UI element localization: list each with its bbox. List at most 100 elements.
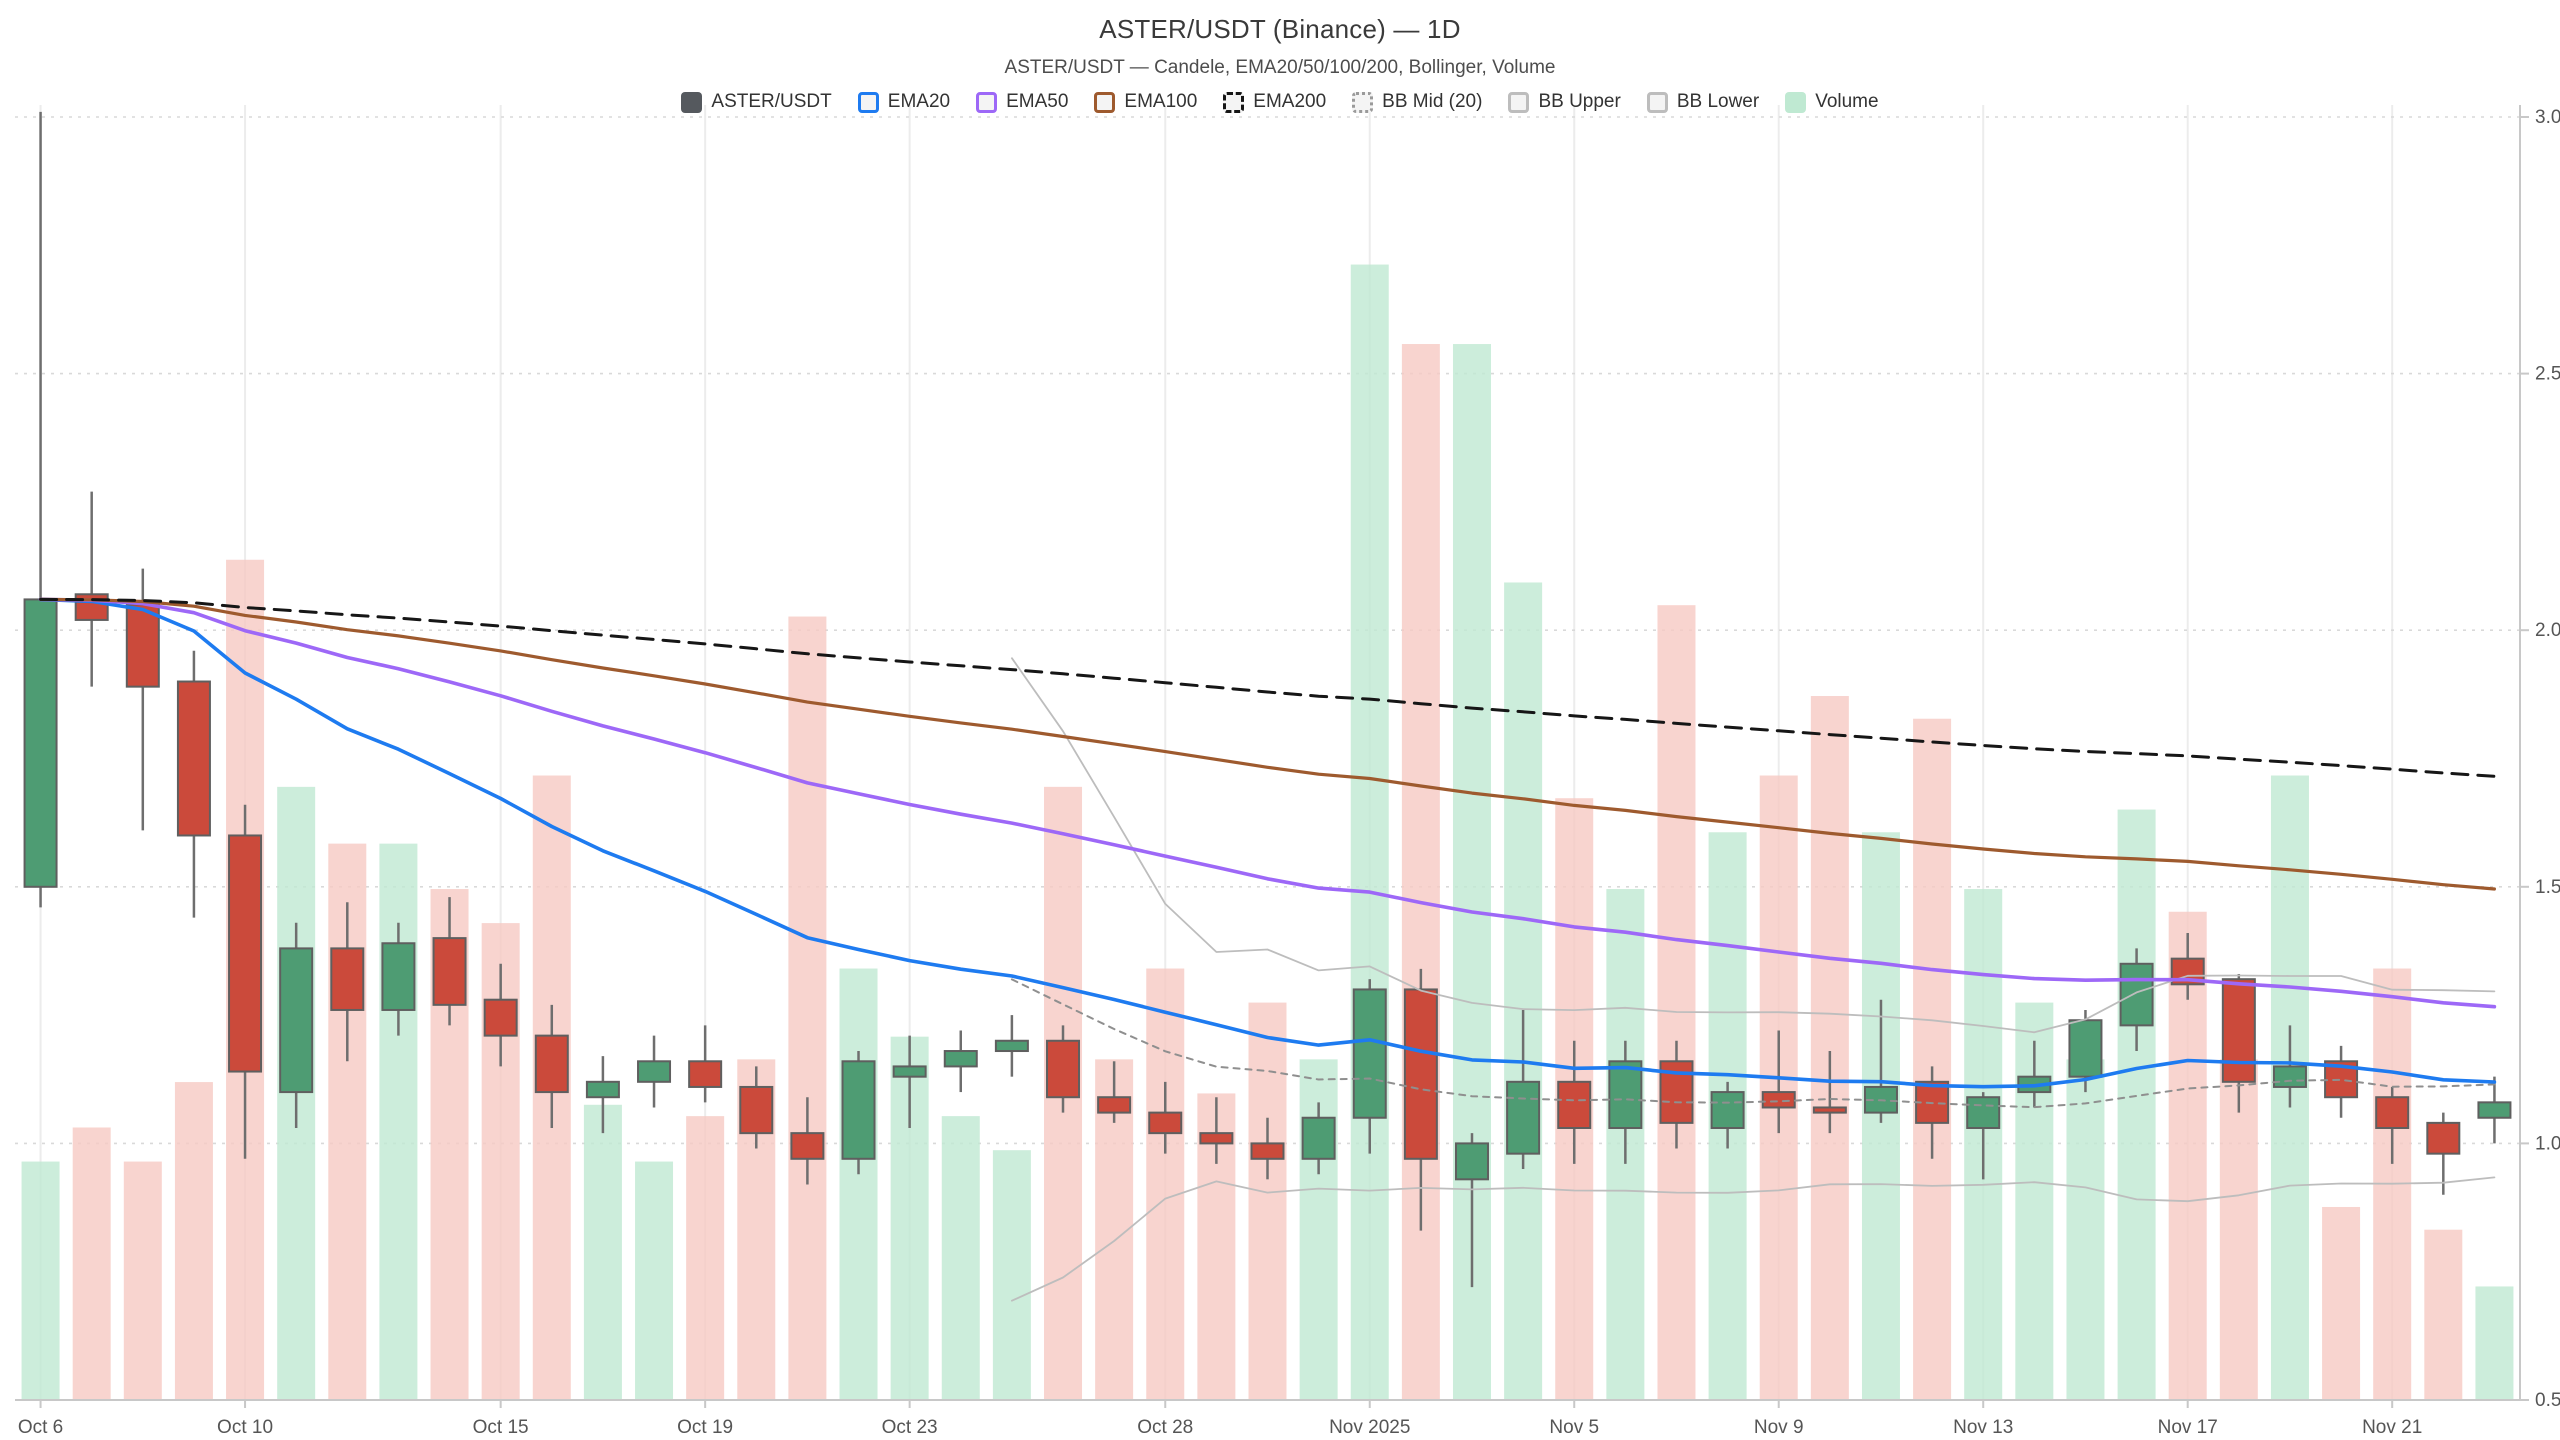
candle-up: [381, 942, 416, 1011]
volume-bar: [1810, 696, 1849, 1400]
time-axis: Oct 6 Oct 10 Oct 15 Oct 19 Oct 23 Oct 28 Nov 2…: [18, 1400, 2422, 1438]
volume-bar: [1401, 344, 1440, 1400]
candle-down: [1199, 1132, 1234, 1145]
legend-swatch-bb-upper: [1508, 91, 1530, 113]
candle-up: [1966, 1096, 2001, 1130]
ema20-line: [38, 597, 2497, 1089]
candle-up: [279, 947, 314, 1094]
legend-label-ema200: EMA200: [1253, 91, 1327, 112]
volume-bar: [1504, 582, 1543, 1400]
legend-item-ema200[interactable]: EMA200: [1223, 91, 1326, 113]
volume-bar: [1146, 968, 1185, 1400]
axes-layer: [15, 105, 2521, 1401]
candle-up: [1506, 1080, 1541, 1155]
volume-bar: [2117, 809, 2156, 1400]
candle-up: [637, 1060, 672, 1083]
legend-item-bb-mid[interactable]: BB Mid (20): [1352, 91, 1482, 113]
volume-bar: [123, 1161, 162, 1400]
candle-down: [534, 1034, 569, 1094]
volume-bar: [2219, 1059, 2258, 1400]
volume-bar: [686, 1116, 725, 1400]
time-axis-label: Oct 28: [1137, 1417, 1193, 1438]
legend-swatch-bb-lower: [1646, 91, 1668, 113]
volume-bar: [1248, 1002, 1287, 1400]
candle-up: [841, 1060, 876, 1160]
candle-down: [176, 680, 211, 837]
volume-bar: [1657, 605, 1696, 1400]
candle-up: [994, 1039, 1029, 1053]
candle-up: [585, 1080, 620, 1099]
legend-label-ema100: EMA100: [1124, 91, 1198, 112]
candle-up: [892, 1065, 927, 1078]
candle-up: [2272, 1065, 2307, 1088]
candle-down: [2375, 1096, 2410, 1130]
chart-legend: ASTER/USDT EMA20 EMA50 EMA100 EMA200 BB Mid (…: [0, 91, 2560, 113]
volume-bar: [635, 1161, 674, 1400]
ema50-line: [38, 597, 2497, 1009]
time-axis-label: Oct 23: [882, 1417, 938, 1438]
candle-down: [125, 603, 160, 688]
bb-upper-line: [1011, 657, 2496, 1034]
time-axis-label: Nov 9: [1754, 1417, 1804, 1438]
candle-down: [2426, 1121, 2461, 1155]
indicator-lines-layer: [38, 597, 2497, 1302]
candle-up: [1608, 1060, 1643, 1130]
candle-down: [1557, 1080, 1592, 1130]
legend-item-volume[interactable]: Volume: [1785, 91, 1879, 113]
volume-bar: [941, 1116, 980, 1400]
candle-up: [23, 598, 58, 888]
volume-bar: [72, 1127, 111, 1400]
volume-bar: [992, 1150, 1031, 1400]
legend-item-bb-upper[interactable]: BB Upper: [1508, 91, 1621, 113]
candle-up: [943, 1050, 978, 1068]
bb-mid-line: [1010, 978, 2496, 1109]
candle-up: [2477, 1101, 2512, 1119]
time-axis-label: Nov 2025: [1329, 1417, 1410, 1438]
volume-bar: [174, 1082, 213, 1400]
candle-down: [228, 834, 263, 1073]
legend-swatch-volume: [1785, 91, 1807, 113]
volume-bar: [21, 1161, 60, 1400]
volume-bar: [1350, 264, 1389, 1400]
price-axis-label: 3.0: [2535, 107, 2560, 128]
legend-swatch-ema200: [1223, 91, 1245, 113]
candle-down: [483, 998, 518, 1037]
price-axis-label: 1.5: [2535, 877, 2560, 898]
legend-item-ema50[interactable]: EMA50: [976, 91, 1068, 113]
candle-down: [1097, 1096, 1132, 1114]
candle-up: [1352, 988, 1387, 1119]
legend-swatch-aster-usdt: [681, 91, 703, 113]
legend-item-ema100[interactable]: EMA100: [1094, 91, 1197, 113]
legend-item-ema20[interactable]: EMA20: [857, 91, 951, 113]
legend-label-bb-upper: BB Upper: [1538, 91, 1621, 112]
chart-title: ASTER/USDT (Binance) — 1D: [1099, 14, 1461, 44]
legend-label-bb-lower: BB Lower: [1676, 91, 1760, 112]
legend-label-aster-usdt: ASTER/USDT: [711, 91, 832, 112]
volume-bar: [2066, 1059, 2105, 1400]
volume-layer: [21, 264, 2514, 1400]
candle-down: [432, 937, 467, 1006]
legend-label-bb-mid: BB Mid (20): [1382, 91, 1483, 112]
time-axis-label: Oct 19: [677, 1417, 733, 1438]
ema100-line: [38, 597, 2496, 891]
volume-bar: [1913, 718, 1952, 1400]
candle-down: [2221, 978, 2256, 1083]
price-axis-label: 2.5: [2535, 364, 2560, 385]
legend-label-volume: Volume: [1815, 91, 1879, 112]
legend-swatch-bb-mid: [1352, 91, 1374, 113]
legend-swatch-ema50: [976, 91, 998, 113]
candle-up: [1710, 1091, 1745, 1130]
price-axis-label: 2.0: [2535, 620, 2560, 641]
legend-item-aster-usdt[interactable]: ASTER/USDT: [681, 91, 832, 113]
legend-label-ema20: EMA20: [887, 91, 951, 112]
volume-bar: [788, 616, 827, 1400]
volume-bar: [2424, 1229, 2463, 1400]
candle-up: [2068, 1019, 2103, 1078]
time-axis-label: Oct 10: [217, 1417, 273, 1438]
legend-item-bb-lower[interactable]: BB Lower: [1646, 91, 1760, 113]
candle-up: [1454, 1142, 1489, 1181]
candle-down: [790, 1132, 825, 1160]
chart-subtitle: ASTER/USDT — Candele, EMA20/50/100/200, …: [1004, 57, 1556, 78]
